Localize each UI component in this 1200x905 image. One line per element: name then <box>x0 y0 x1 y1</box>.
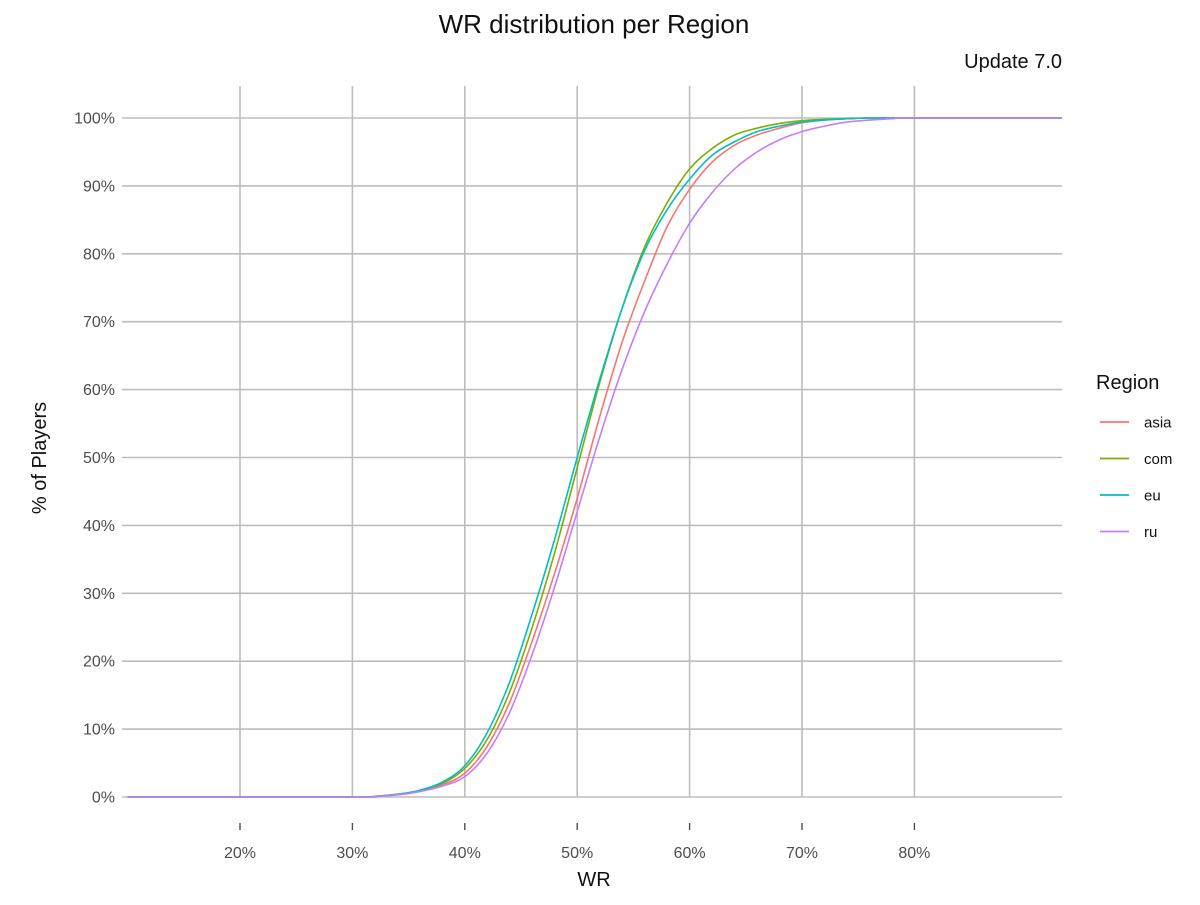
y-tick-label: 50% <box>83 450 115 467</box>
chart-subtitle: Update 7.0 <box>964 51 1062 73</box>
x-tick-label: 20% <box>224 845 256 862</box>
legend-label-com: com <box>1144 451 1172 468</box>
y-tick-label: 40% <box>83 518 115 535</box>
x-axis-title: WR <box>577 869 610 891</box>
x-tick-label: 30% <box>336 845 368 862</box>
y-tick-label: 20% <box>83 654 115 671</box>
series-line-ru <box>127 117 1062 798</box>
legend-title: Region <box>1096 372 1159 394</box>
y-tick-label: 30% <box>83 586 115 603</box>
legend-item-eu: eu <box>1100 488 1161 505</box>
y-tick-label: 90% <box>83 178 115 195</box>
series-layer <box>127 117 1062 798</box>
legend-item-com: com <box>1100 451 1172 468</box>
legend-items: asia com eu ru <box>1100 415 1172 541</box>
axis-layer: 0% 10% 20% 30% 40% 50% 60% 70% 80% 90% 100% 20% 30% 4… <box>74 111 930 863</box>
x-tick-label: 60% <box>674 845 706 862</box>
y-tick-label: 60% <box>83 382 115 399</box>
x-tick-label: 50% <box>561 845 593 862</box>
y-axis-title: % of Players <box>29 402 51 514</box>
y-tick-label: 80% <box>83 246 115 263</box>
y-tick-label: 70% <box>83 314 115 331</box>
legend-label-ru: ru <box>1144 524 1157 541</box>
legend-label-asia: asia <box>1144 415 1172 432</box>
legend-item-asia: asia <box>1100 415 1172 432</box>
y-tick-label: 100% <box>74 111 115 128</box>
y-tick-label: 0% <box>92 790 115 807</box>
y-tick-label: 10% <box>83 722 115 739</box>
series-line-eu <box>127 117 1062 798</box>
grid-layer <box>122 86 1062 798</box>
legend-item-ru: ru <box>1100 524 1157 541</box>
x-tick-label: 80% <box>898 845 930 862</box>
chart-title: WR distribution per Region <box>439 9 750 39</box>
x-tick-label: 40% <box>449 845 481 862</box>
legend: Region asia com eu ru <box>1096 372 1172 541</box>
legend-label-eu: eu <box>1144 488 1161 505</box>
x-tick-label: 70% <box>786 845 818 862</box>
